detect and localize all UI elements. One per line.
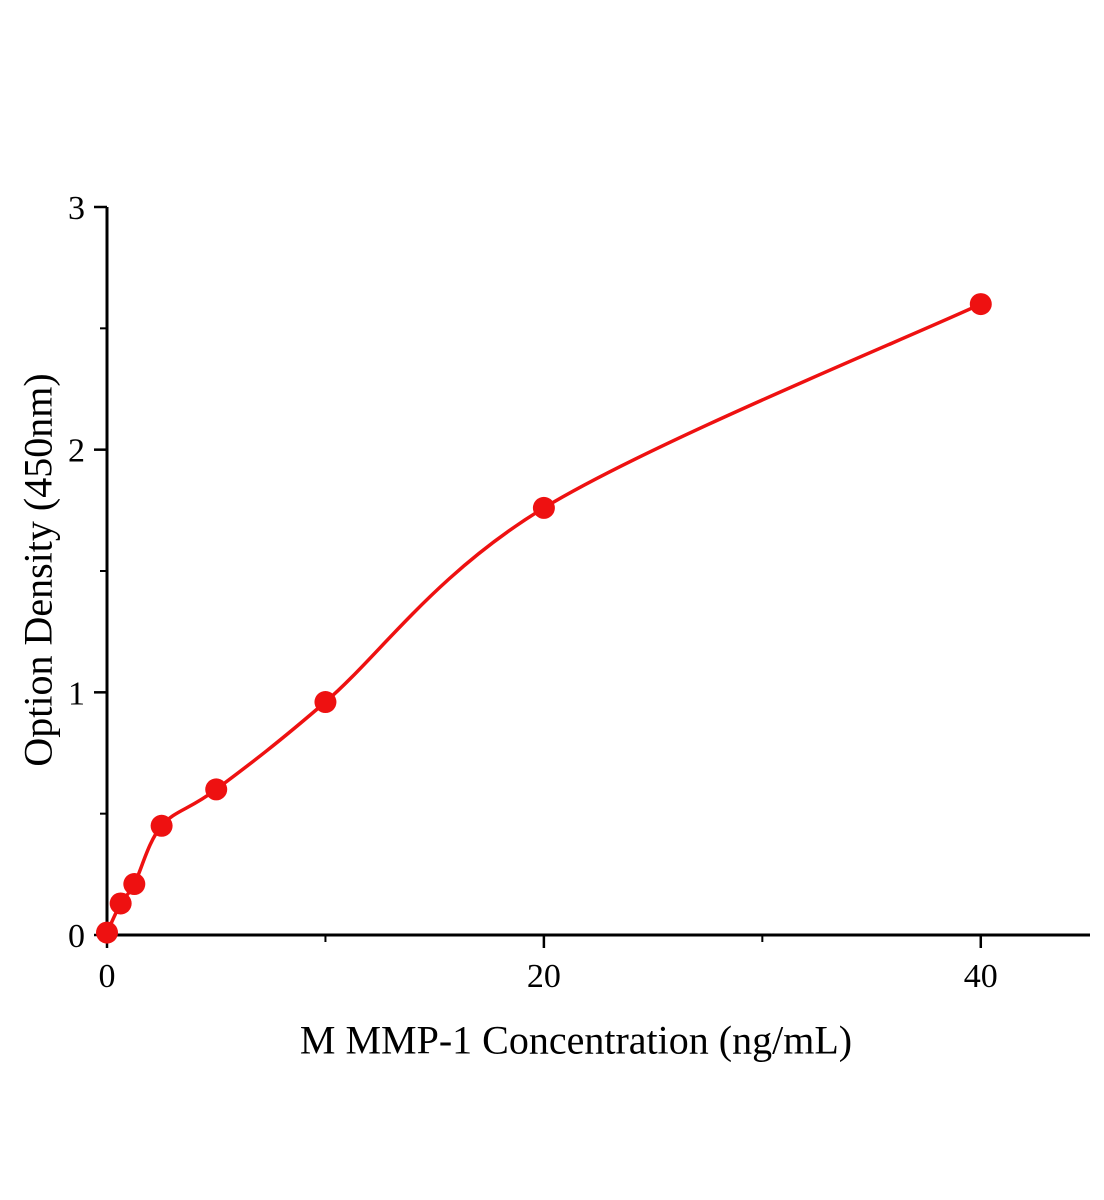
fit-curve xyxy=(105,302,983,935)
data-point xyxy=(96,921,118,944)
axes-lines xyxy=(105,207,1090,937)
data-point xyxy=(314,691,337,714)
y-axis-title: Option Density (450nm) xyxy=(15,373,61,767)
data-point xyxy=(532,496,555,519)
x-tick-label: 20 xyxy=(527,958,561,995)
y-tick-label: 1 xyxy=(68,675,85,712)
data-point xyxy=(969,293,992,316)
data-point xyxy=(123,873,146,896)
x-axis-title: M MMP-1 Concentration (ng/mL) xyxy=(299,1017,853,1063)
y-tick-label: 0 xyxy=(68,918,85,955)
data-point xyxy=(205,778,228,801)
x-tick-label: 40 xyxy=(964,958,998,995)
data-point xyxy=(150,814,173,837)
y-tick-label: 2 xyxy=(68,433,85,470)
x-tick-label: 0 xyxy=(99,958,116,995)
data-point xyxy=(109,892,132,915)
y-tick-label: 3 xyxy=(68,190,85,227)
